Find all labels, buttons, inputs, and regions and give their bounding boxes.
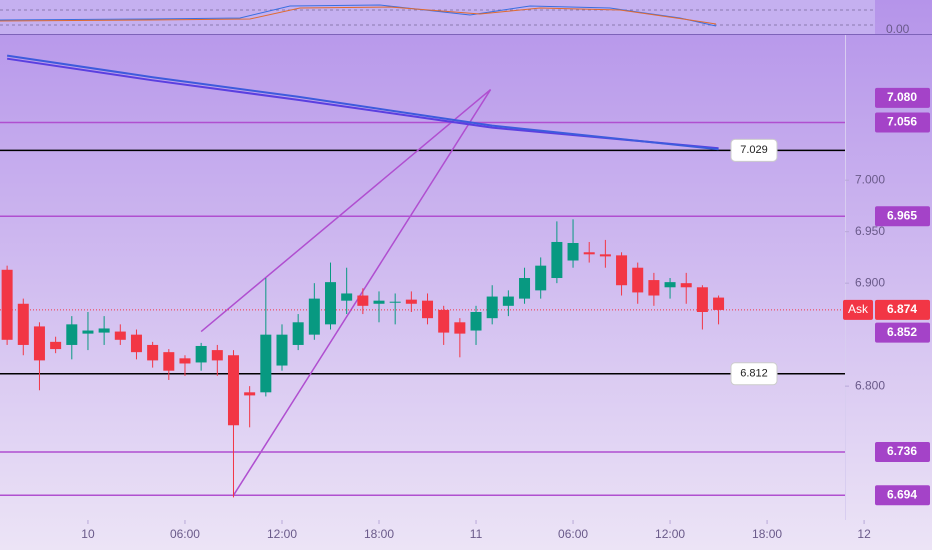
price-tag [875, 206, 930, 227]
candle-body [244, 392, 256, 396]
price-callout [730, 362, 778, 386]
candle-body [82, 330, 94, 334]
candle-body [519, 278, 531, 299]
last-price-tag [875, 299, 930, 320]
candle-body [98, 328, 110, 333]
x-tick-label: 06:00 [558, 527, 588, 541]
oscillator-label: 0.00 [886, 22, 910, 36]
ask-tag [843, 299, 873, 320]
moving-average [6, 57, 719, 150]
oscillator-d [0, 6, 717, 25]
candle-body [583, 252, 595, 255]
candle-body [50, 341, 62, 350]
candle-body [438, 309, 450, 333]
x-tick-label: 10 [81, 527, 95, 541]
candle-body [405, 299, 417, 304]
price-tag-label: 6.852 [887, 325, 917, 339]
price-tag-label: 6.736 [887, 444, 917, 458]
x-tick-label: 18:00 [752, 527, 782, 541]
candle-body [551, 241, 563, 279]
candle-body [260, 334, 272, 393]
price-tag-label: 6.694 [887, 487, 917, 501]
candle-body [389, 301, 401, 303]
candle-body [66, 324, 78, 345]
y-tick-label: 6.950 [855, 224, 885, 238]
price-tag-label: 7.080 [887, 90, 917, 104]
trendline [232, 89, 492, 496]
moving-average [6, 54, 719, 151]
candle-body [276, 334, 288, 366]
candle-body [147, 344, 159, 361]
y-tick-label: 7.000 [855, 172, 885, 186]
price-tag [875, 442, 930, 463]
candle-body [325, 282, 337, 325]
x-tick-label: 18:00 [364, 527, 394, 541]
candle-body [616, 255, 628, 286]
candle-body [454, 322, 466, 334]
candle-body [422, 300, 434, 319]
candle-body [195, 345, 207, 363]
candle-body [33, 326, 45, 361]
candle-body [17, 303, 29, 345]
x-tick-label: 06:00 [170, 527, 200, 541]
candle-body [227, 355, 239, 426]
candle-body [502, 296, 514, 306]
ask-tag-label: Ask [848, 302, 869, 316]
trendline [200, 89, 492, 333]
candle-body [114, 331, 126, 340]
candle-body [341, 293, 353, 301]
candle-body [292, 322, 304, 345]
candle-body [163, 352, 175, 371]
candle-body [211, 350, 223, 361]
x-tick-label: 12:00 [267, 527, 297, 541]
price-tag-label: 6.965 [887, 208, 917, 222]
y-tick-label: 6.900 [855, 275, 885, 289]
candle-body [632, 267, 644, 293]
candle-body [713, 297, 725, 310]
candle-body [179, 358, 191, 364]
candle-body [308, 298, 320, 335]
candle-body [696, 287, 708, 312]
oscillator-pane [0, 0, 875, 34]
candle-body [599, 254, 611, 257]
price-tag [875, 112, 930, 133]
candle-body [680, 283, 692, 288]
candle-body [648, 280, 660, 296]
candle-body [470, 311, 482, 331]
candle-body [664, 282, 676, 288]
price-tag-label: 7.056 [887, 115, 917, 129]
price-tag [875, 485, 930, 506]
candle-body [130, 334, 142, 353]
last-price-label: 6.874 [887, 302, 917, 316]
price-callout [730, 138, 778, 162]
x-tick-label: 12 [857, 527, 871, 541]
price-callout-label: 6.812 [740, 368, 768, 380]
price-callout-label: 7.029 [740, 144, 768, 156]
candle-body [373, 300, 385, 304]
candle-body [357, 295, 369, 306]
price-tag [875, 322, 930, 343]
x-tick-label: 11 [470, 527, 483, 541]
price-tag [875, 87, 930, 108]
candle-body [567, 243, 579, 261]
candle-body [535, 265, 547, 291]
candle-body [1, 269, 13, 340]
candle-body [486, 296, 498, 319]
x-tick-label: 12:00 [655, 527, 685, 541]
y-tick-label: 6.800 [855, 378, 885, 392]
